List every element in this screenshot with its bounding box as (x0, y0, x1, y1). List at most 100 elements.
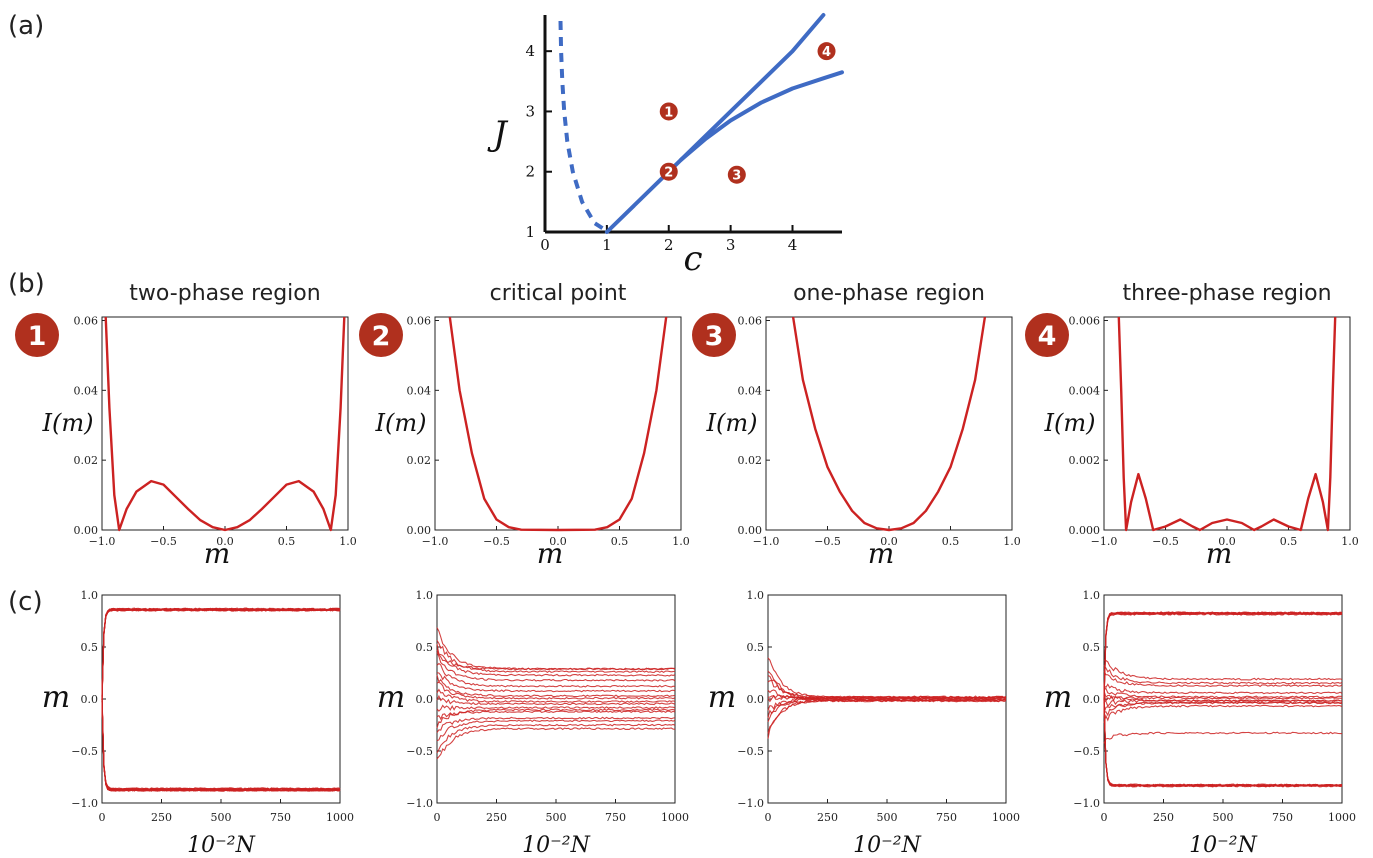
trajectory-line (101, 700, 341, 792)
plot-frame (1103, 594, 1343, 804)
plot-frame (1103, 316, 1351, 531)
y-tick-label: 1.0 (1083, 589, 1101, 602)
panel-title: one-phase region (793, 281, 985, 306)
trajectory-row: 0 250 500 750 1000 −1.0 −0.5 0.0 0.5 1.0 10⁻²N m 0 25… (42, 589, 1356, 858)
trajectory-line (1103, 611, 1343, 701)
rate-panel-1: two-phase region 1 −1.0 −0.5 0.0 0.5 1.0 0.00 0.… (15, 281, 357, 570)
phase-boundary-1 (558, 20, 605, 231)
trajectory-line (767, 657, 1007, 700)
trajectory-line (436, 708, 676, 729)
trajectory-line (101, 608, 341, 698)
plot-frame (101, 594, 341, 804)
y-axis-label: I(m) (706, 409, 758, 437)
trajectory-line (101, 698, 341, 791)
y-tick-label: 0.0 (416, 693, 434, 706)
trajectory-line (101, 608, 341, 696)
x-tick-label: 0.5 (1280, 535, 1298, 548)
region-marker-label: 1 (664, 105, 673, 120)
trajectory-line (436, 640, 676, 673)
x-tick-label: 1.0 (1341, 535, 1359, 548)
trajectory-line (1103, 664, 1343, 685)
trajectory-line (1103, 695, 1343, 703)
x-tick-label: 0.5 (611, 535, 629, 548)
trajectory-panel-2: 0 250 500 750 1000 −1.0 −0.5 0.0 0.5 1.0 10⁻²N m (377, 589, 689, 858)
x-tick-label: −1.0 (89, 535, 116, 548)
trajectory-line (436, 716, 676, 733)
trajectory-line (436, 627, 676, 671)
trajectory-line (767, 698, 1007, 734)
x-tick-label: 500 (877, 811, 898, 824)
trajectory-line (436, 727, 676, 760)
y-axis-label: m (1044, 680, 1072, 715)
rate-function-curve (1117, 316, 1337, 532)
x-tick-label: 4 (788, 236, 798, 254)
trajectory-line (101, 700, 341, 792)
panel-badge (1025, 313, 1069, 357)
x-tick-label: 2 (664, 236, 674, 254)
rate-function-curve (448, 316, 668, 532)
x-tick-label: 250 (151, 811, 172, 824)
trajectory-line (101, 608, 341, 698)
trajectory-line (101, 696, 341, 792)
x-tick-label: 0 (1101, 811, 1108, 824)
trajectory-line (101, 608, 341, 701)
trajectory-line (101, 608, 341, 701)
rate-function-curve (104, 316, 346, 532)
trajectory-line (767, 680, 1007, 699)
x-tick-label: 0.0 (216, 535, 234, 548)
rate-panel-2: critical point 2 −1.0 −0.5 0.0 0.5 1.0 0.00 0.02… (359, 281, 690, 570)
y-tick-label: 0.5 (747, 641, 765, 654)
x-tick-label: 500 (546, 811, 567, 824)
y-tick-label: 0.5 (1083, 641, 1101, 654)
region-marker-4 (817, 42, 836, 61)
trajectory-line (1103, 697, 1343, 787)
plot-frame (101, 316, 349, 531)
y-tick-label: 1.0 (747, 589, 765, 602)
y-tick-label: 1 (525, 223, 535, 241)
y-tick-label: 0.00 (74, 524, 99, 537)
trajectory-line (101, 607, 341, 703)
y-tick-label: −0.5 (406, 745, 433, 758)
rate-panel-4: three-phase region 4 −1.0 −0.5 0.0 0.5 1.0 0.00… (1025, 281, 1359, 570)
y-axis-label: I(m) (1044, 409, 1096, 437)
x-tick-label: 0.5 (942, 535, 960, 548)
trajectory-line (767, 694, 1006, 700)
trajectory-panel-4: 0 250 500 750 1000 −1.0 −0.5 0.0 0.5 1.0 10⁻²N m (1044, 589, 1356, 858)
trajectory-line (101, 697, 341, 792)
trajectory-line (1103, 698, 1343, 787)
trajectory-line (1103, 704, 1343, 723)
x-tick-label: 1.0 (339, 535, 357, 548)
x-axis-label: m (204, 537, 231, 570)
y-tick-label: 0.02 (407, 454, 432, 467)
trajectory-line (436, 649, 676, 671)
y-axis-label: m (42, 680, 70, 715)
trajectory-panel-3: 0 250 500 750 1000 −1.0 −0.5 0.0 0.5 1.0 10⁻²N m (708, 589, 1020, 858)
trajectory-line (101, 607, 340, 700)
y-tick-label: 0.004 (1069, 384, 1101, 397)
x-tick-label: 1 (602, 236, 612, 254)
phase-boundary-3 (679, 70, 844, 162)
x-tick-label: 0 (765, 811, 772, 824)
trajectory-line (436, 674, 676, 698)
trajectory-line (101, 698, 341, 792)
trajectory-line (1103, 701, 1343, 717)
trajectory-line (436, 723, 676, 754)
panel-badge (15, 313, 59, 357)
y-tick-label: 0.000 (1069, 524, 1101, 537)
trajectory-line (1103, 698, 1343, 787)
panel-label-a: (a) (8, 11, 44, 41)
trajectory-line (1103, 687, 1343, 699)
x-axis-label: 10⁻²N (522, 833, 590, 858)
trajectory-line (436, 688, 676, 703)
y-tick-label: −1.0 (1073, 797, 1100, 810)
trajectory-line (101, 607, 341, 698)
panel-badge-number: 4 (1038, 321, 1057, 352)
y-tick-label: 0.02 (738, 454, 763, 467)
trajectory-line (436, 662, 676, 688)
trajectory-line (101, 608, 341, 697)
x-tick-label: 750 (605, 811, 626, 824)
trajectory-line (101, 701, 341, 791)
y-tick-label: 0.04 (74, 384, 99, 397)
trajectory-line (1103, 697, 1343, 788)
